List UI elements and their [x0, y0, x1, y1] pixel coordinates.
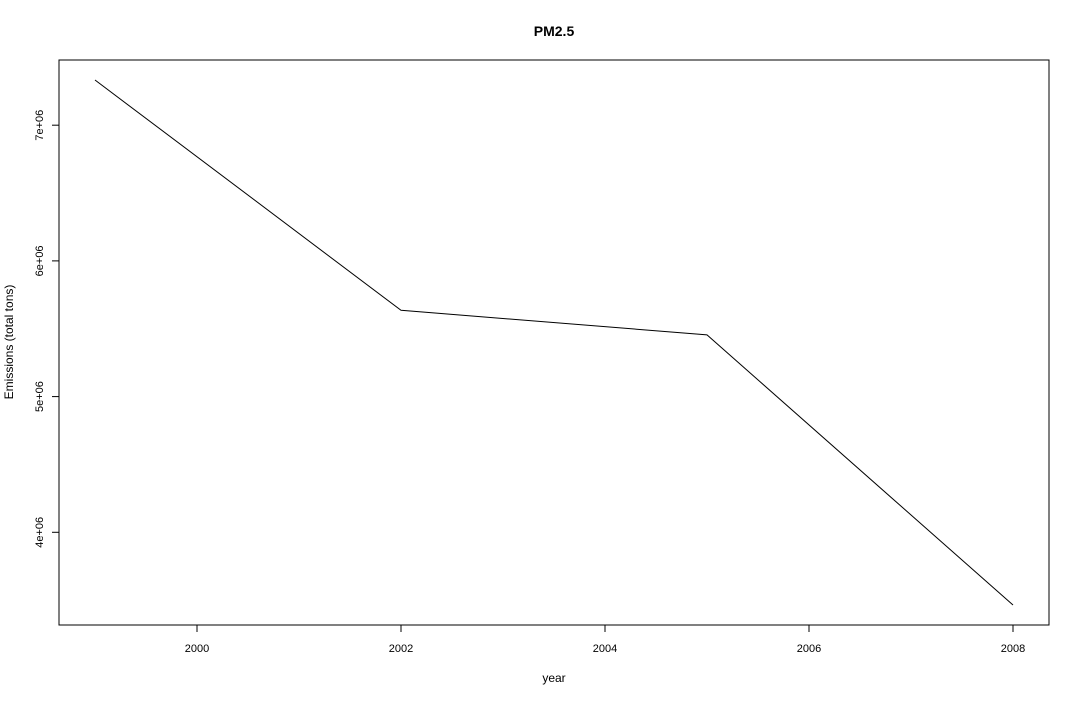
y-tick-label: 7e+06	[34, 110, 46, 141]
series-line	[94, 79, 1014, 606]
series-layer	[94, 79, 1014, 606]
x-tick-label: 2002	[389, 643, 413, 655]
y-tick-label: 5e+06	[34, 381, 46, 412]
x-axis: 2000 2002 2004 2006 2008	[185, 625, 1025, 655]
x-axis-label: year	[542, 671, 565, 685]
x-tick-label: 2008	[1001, 643, 1025, 655]
y-axis-label: Emissions (total tons)	[2, 285, 16, 400]
x-tick-label: 2000	[185, 643, 209, 655]
x-tick-label: 2004	[593, 643, 617, 655]
y-tick-label: 6e+06	[34, 245, 46, 276]
plot-frame	[58, 59, 1050, 626]
chart-title: PM2.5	[534, 23, 575, 39]
y-tick-label: 4e+06	[34, 517, 46, 548]
y-axis: 4e+06 5e+06 6e+06 7e+06	[34, 110, 59, 548]
x-tick-label: 2006	[797, 643, 821, 655]
